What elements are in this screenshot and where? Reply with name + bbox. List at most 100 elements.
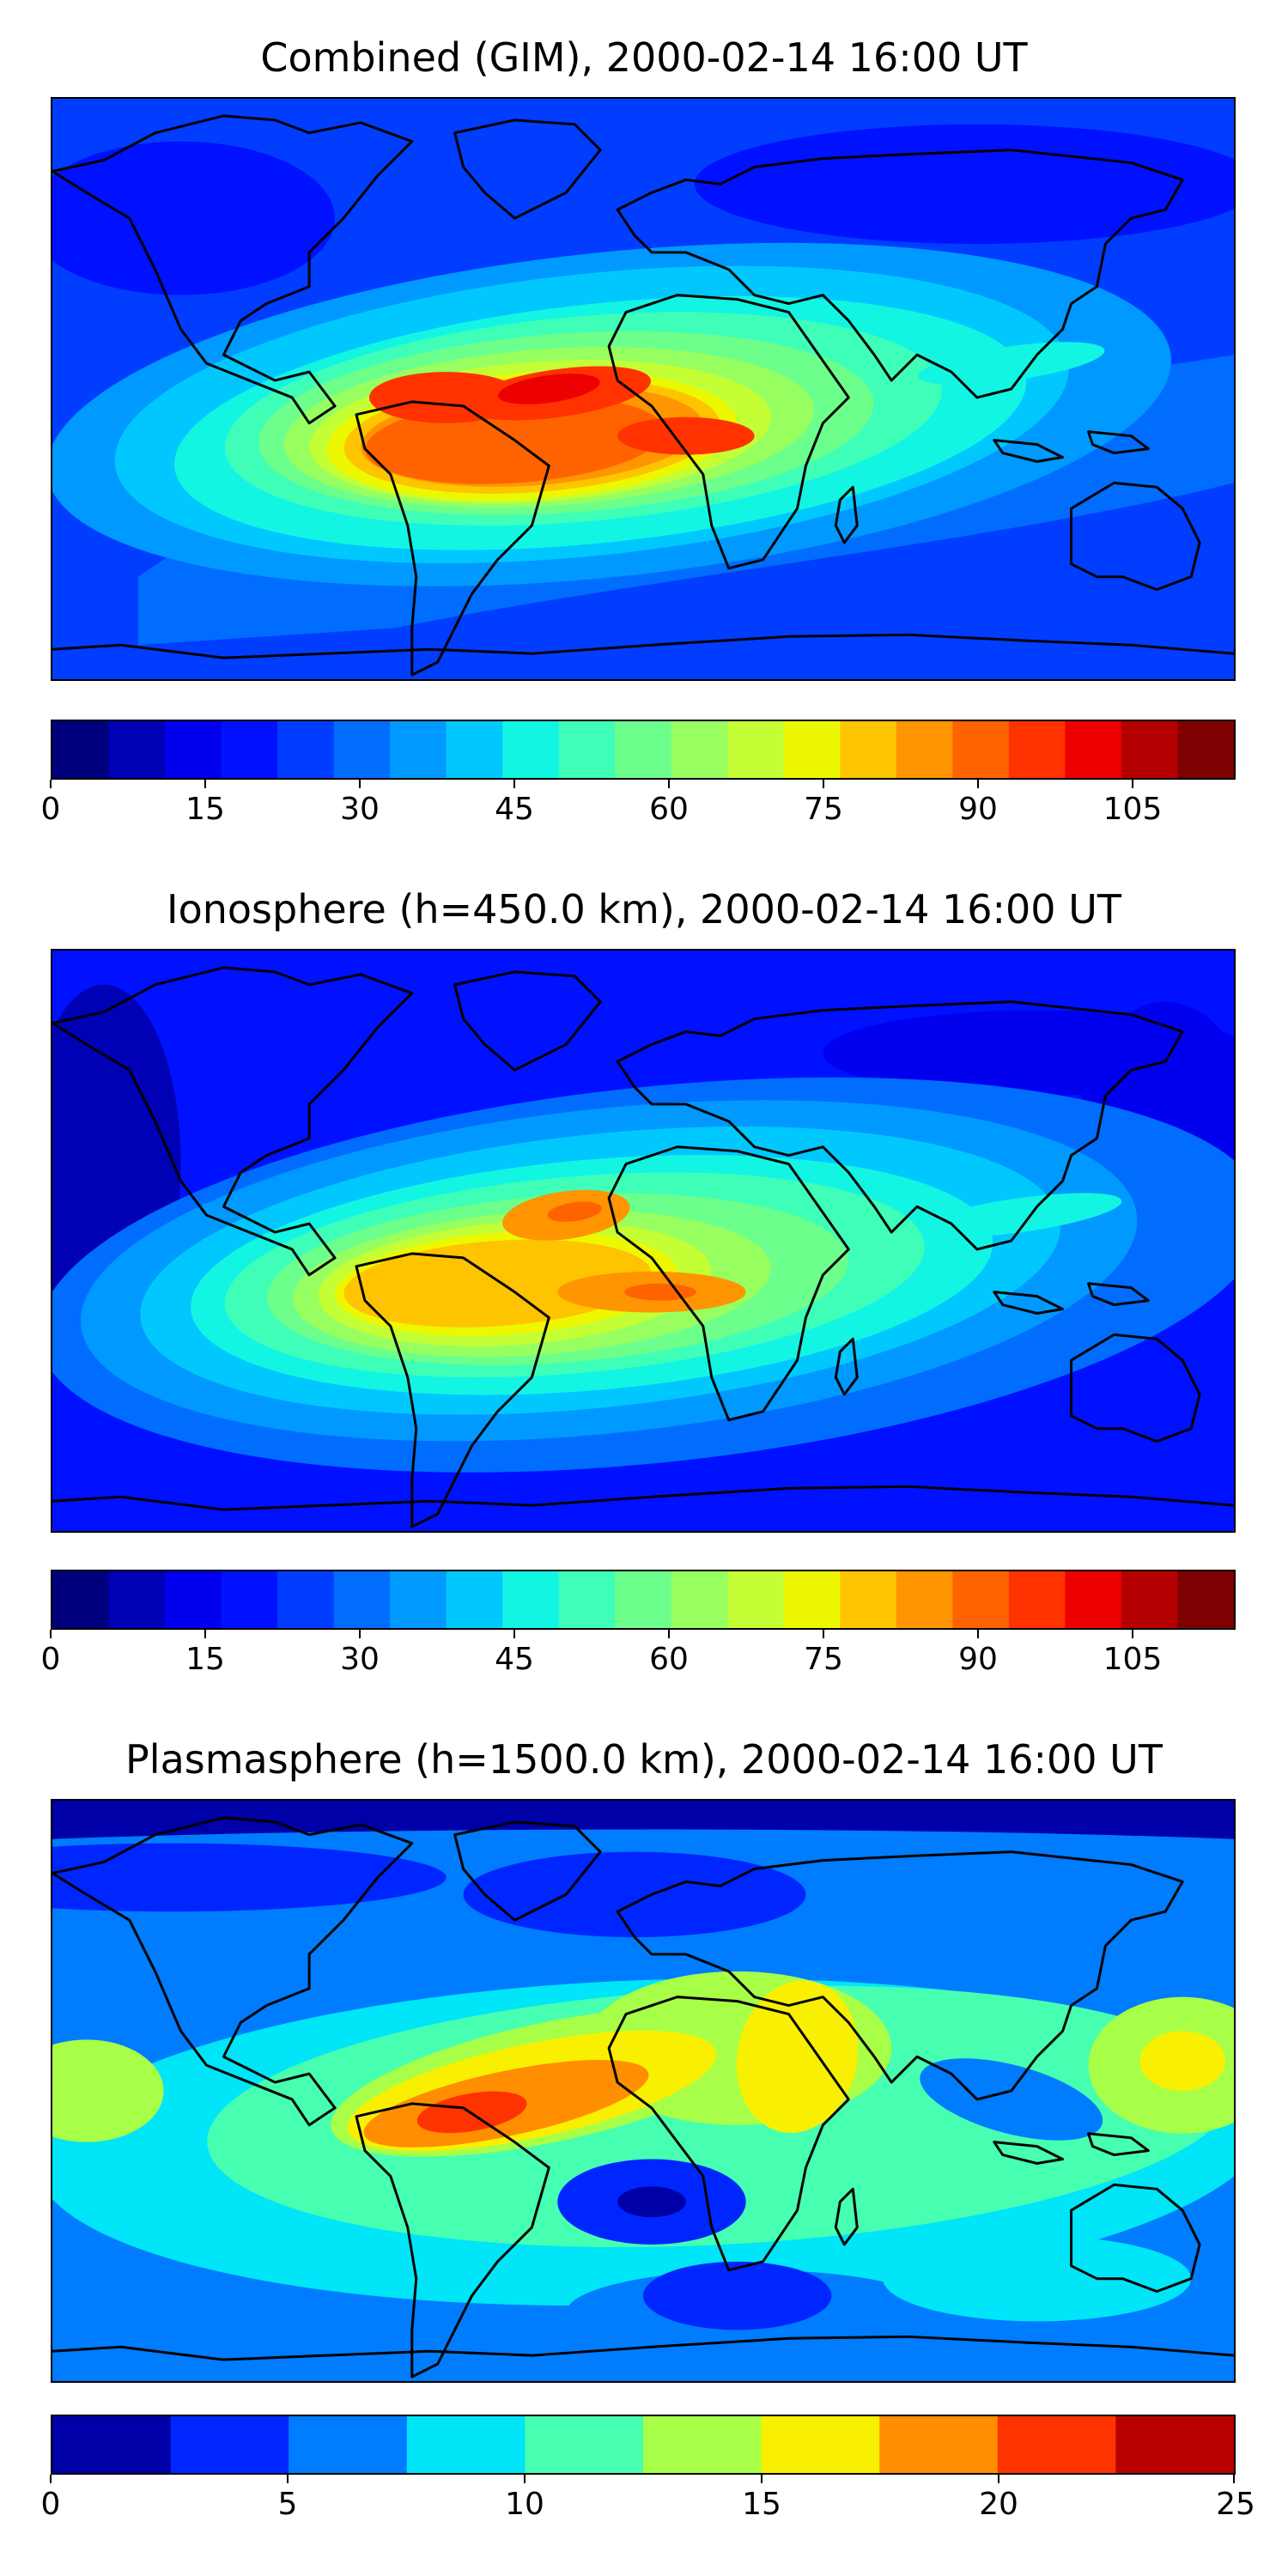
colorbar-segment (52, 1571, 110, 1628)
colorbar-tick-label: 15 (185, 792, 225, 827)
contour-region (498, 374, 600, 404)
colorbar-segment (896, 721, 953, 778)
contour-region (343, 1239, 652, 1327)
colorbar-segment (390, 721, 447, 778)
colorbar-tick-label: 105 (1103, 1642, 1163, 1677)
contour-region (52, 141, 335, 295)
contour-region (643, 2261, 832, 2330)
colorbar-segment (1177, 1571, 1234, 1628)
colorbar-segment (952, 721, 1010, 778)
colorbar-segment (558, 721, 616, 778)
colorbar-tick-mark (359, 780, 361, 788)
colorbar-segment (727, 1571, 785, 1628)
colorbar-tick-label: 90 (958, 1642, 998, 1677)
colorbar-tick-mark (204, 1630, 206, 1638)
colorbar-segment (390, 1571, 447, 1628)
colorbar-segment (165, 721, 222, 778)
contour-region (1139, 2031, 1226, 2091)
colorbar-segment (502, 1571, 560, 1628)
contour-region (624, 1283, 696, 1301)
contour-region (694, 124, 1234, 244)
panel3-colorbar-ticks: 0 5 10 15 20 25 (41, 2475, 1255, 2526)
contour-region (547, 1201, 602, 1222)
colorbar-tick-mark (977, 1630, 979, 1638)
panel3-colorbar-gradient (52, 2416, 1234, 2473)
colorbar-tick-mark (287, 2475, 289, 2483)
colorbar-tick-mark (524, 2475, 526, 2483)
colorbar-segment (277, 721, 335, 778)
colorbar-tick-label: 105 (1103, 792, 1163, 827)
coastline (52, 114, 1234, 677)
colorbar-segment (1065, 1571, 1122, 1628)
colorbar-tick-label: 45 (495, 1642, 534, 1677)
colorbar-segment (333, 1571, 391, 1628)
colorbar-segment (333, 721, 391, 778)
panel1-title: Combined (GIM), 2000-02-14 16:00 UT (260, 34, 1028, 81)
colorbar-segment (1121, 1571, 1179, 1628)
panel2-heatmap (52, 951, 1234, 1531)
panel3-map (51, 1799, 1236, 2383)
colorbar-tick-mark (513, 780, 515, 788)
colorbar-tick-mark (668, 1630, 670, 1638)
colorbar-tick-label: 0 (40, 2487, 61, 2522)
colorbar-tick-mark (1233, 2475, 1235, 2483)
colorbar-tick-mark (998, 2475, 999, 2483)
contour-region (883, 2236, 1192, 2322)
panel2-colorbar (51, 1570, 1236, 1630)
colorbar-tick-label: 20 (979, 2487, 1018, 2522)
contour-region (920, 2058, 1103, 2141)
colorbar-segment (108, 1571, 166, 1628)
colorbar-tick-label: 60 (649, 1642, 689, 1677)
colorbar-tick-mark (50, 780, 52, 788)
contour-region (52, 1843, 447, 1912)
contour-region (617, 416, 755, 455)
contour-region (52, 2039, 164, 2142)
colorbar-tick-label: 75 (804, 1642, 843, 1677)
colorbar-segment (52, 2416, 172, 2473)
colorbar-tick-label: 30 (340, 792, 380, 827)
colorbar-segment (997, 2416, 1116, 2473)
panel1-colorbar (51, 720, 1236, 780)
colorbar-segment (1121, 721, 1179, 778)
colorbar-tick-mark (1132, 1630, 1133, 1638)
contour-region (918, 1193, 1122, 1237)
panel2-colorbar-gradient (52, 1571, 1234, 1628)
panel1-map (51, 97, 1236, 681)
contour-band (52, 1801, 1234, 1839)
colorbar-tick-label: 90 (958, 792, 998, 827)
panel3-title: Plasmasphere (h=1500.0 km), 2000-02-14 1… (125, 1736, 1163, 1783)
panel2-map (51, 949, 1236, 1533)
panel1-colorbar-ticks: 0 15 30 45 60 75 90 105 (41, 780, 1236, 831)
colorbar-segment (671, 1571, 728, 1628)
colorbar-segment (1115, 2416, 1234, 2473)
panel1-heatmap (52, 99, 1234, 679)
colorbar-segment (952, 1571, 1010, 1628)
colorbar-tick-label: 30 (340, 1642, 380, 1677)
colorbar-tick-label: 0 (40, 1642, 61, 1677)
colorbar-segment (277, 1571, 335, 1628)
contour-region (823, 1010, 1234, 1096)
panel2-colorbar-ticks: 0 15 30 45 60 75 90 105 (41, 1630, 1236, 1681)
coastline (52, 966, 1234, 1528)
colorbar-tick-label: 75 (804, 792, 843, 827)
colorbar-tick-mark (513, 1630, 515, 1638)
colorbar-segment (896, 1571, 953, 1628)
colorbar-segment (525, 2416, 644, 2473)
colorbar-tick-label: 60 (649, 792, 689, 827)
colorbar-segment (502, 721, 560, 778)
colorbar-segment (108, 721, 166, 778)
coastline (52, 1816, 1234, 2379)
panel2-title: Ionosphere (h=450.0 km), 2000-02-14 16:0… (167, 886, 1121, 933)
colorbar-tick-label: 45 (495, 792, 534, 827)
colorbar-segment (446, 721, 503, 778)
colorbar-tick-label: 10 (505, 2487, 544, 2522)
colorbar-segment (1065, 721, 1122, 778)
colorbar-segment (671, 721, 728, 778)
colorbar-tick-mark (359, 1630, 361, 1638)
colorbar-tick-label: 15 (742, 2487, 781, 2522)
colorbar-segment (643, 2416, 762, 2473)
colorbar-tick-mark (1132, 780, 1133, 788)
colorbar-segment (615, 1571, 672, 1628)
colorbar-tick-mark (823, 1630, 824, 1638)
colorbar-tick-mark (50, 1630, 52, 1638)
